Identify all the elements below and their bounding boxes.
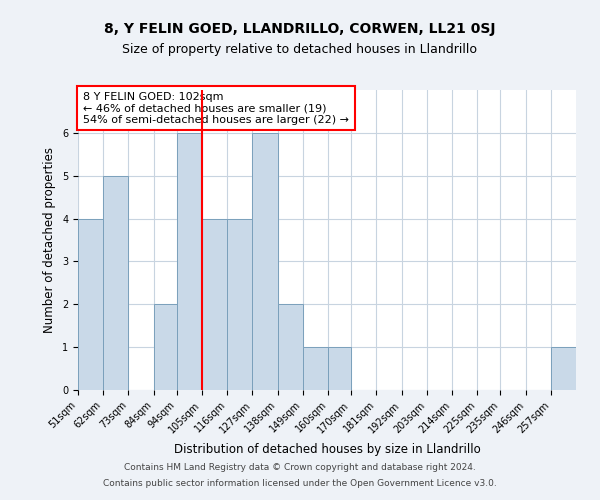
Text: Contains public sector information licensed under the Open Government Licence v3: Contains public sector information licen… xyxy=(103,478,497,488)
Bar xyxy=(103,176,128,390)
Bar xyxy=(227,218,253,390)
Bar xyxy=(176,133,202,390)
Bar xyxy=(78,218,103,390)
Bar xyxy=(551,347,576,390)
Text: 8, Y FELIN GOED, LLANDRILLO, CORWEN, LL21 0SJ: 8, Y FELIN GOED, LLANDRILLO, CORWEN, LL2… xyxy=(104,22,496,36)
Text: 8 Y FELIN GOED: 102sqm
← 46% of detached houses are smaller (19)
54% of semi-det: 8 Y FELIN GOED: 102sqm ← 46% of detached… xyxy=(83,92,349,124)
X-axis label: Distribution of detached houses by size in Llandrillo: Distribution of detached houses by size … xyxy=(173,443,481,456)
Bar xyxy=(303,347,328,390)
Text: Size of property relative to detached houses in Llandrillo: Size of property relative to detached ho… xyxy=(122,42,478,56)
Y-axis label: Number of detached properties: Number of detached properties xyxy=(43,147,56,333)
Bar xyxy=(154,304,176,390)
Bar xyxy=(278,304,303,390)
Bar xyxy=(202,218,227,390)
Bar xyxy=(253,133,278,390)
Text: Contains HM Land Registry data © Crown copyright and database right 2024.: Contains HM Land Registry data © Crown c… xyxy=(124,464,476,472)
Bar xyxy=(328,347,351,390)
